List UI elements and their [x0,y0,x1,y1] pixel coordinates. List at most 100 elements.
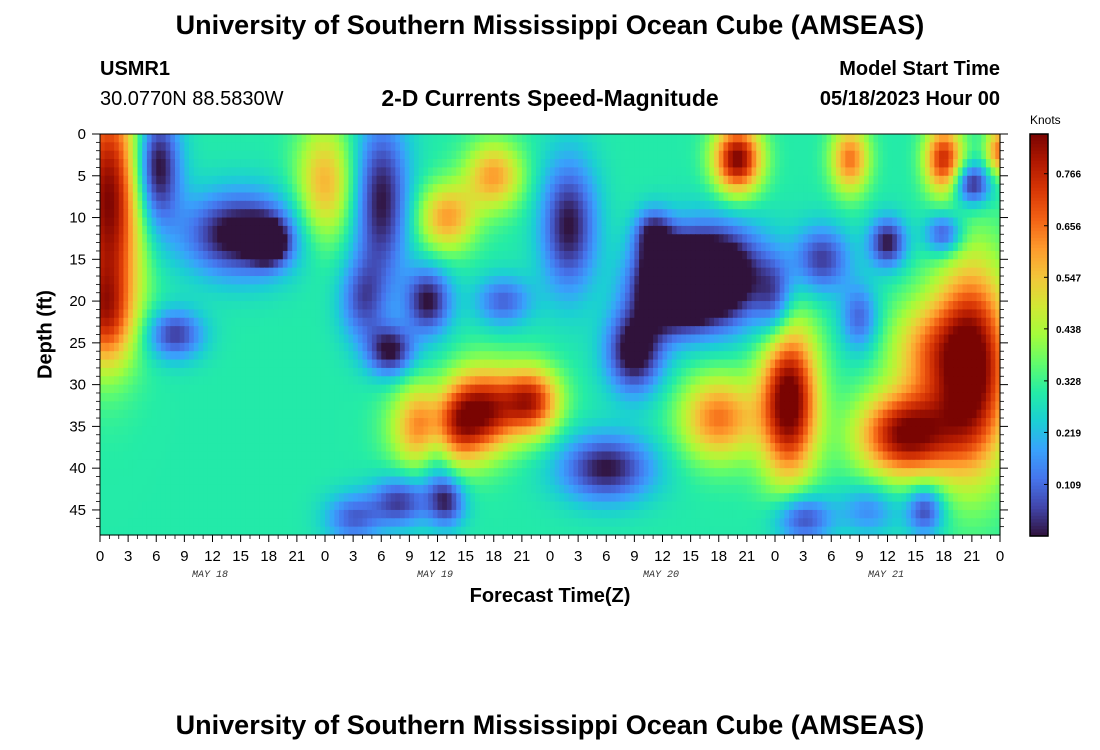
heatmap-cell [320,326,326,336]
heatmap-cell [334,142,340,152]
heatmap-cell [310,342,317,352]
heatmap-cell [559,209,565,219]
heatmap-cell [268,317,275,327]
heatmap-cell [118,342,125,352]
heatmap-cell [685,267,692,277]
heatmap-cell [498,276,504,285]
heatmap-cell [339,317,345,327]
heatmap-cell [535,326,542,336]
heatmap-cell [971,326,978,336]
heatmap-cell [545,150,551,160]
heatmap-cell [704,134,710,143]
heatmap-cell [165,284,171,294]
heatmap-cell [381,309,387,319]
heatmap-cell [521,242,528,252]
heatmap-cell [362,284,368,294]
heatmap-cell [625,284,631,294]
heatmap-cell [414,167,420,177]
heatmap-cell [193,200,200,210]
heatmap-cell [146,150,153,160]
heatmap-cell [268,309,275,319]
heatmap-cell [929,342,935,352]
heatmap-cell [892,184,898,194]
heatmap-cell [817,342,823,352]
heatmap-cell [189,175,195,185]
heatmap-cell [854,159,860,169]
heatmap-cell [737,342,743,352]
heatmap-cell [334,217,340,227]
heatmap-cell [606,276,612,285]
heatmap-cell [920,159,926,169]
heatmap-cell [521,167,528,177]
heatmap-cell [390,326,396,336]
heatmap-cell [751,317,757,327]
heatmap-cell [756,150,762,160]
heatmap-cell [685,175,692,185]
heatmap-cell [985,192,992,202]
heatmap-cell [114,142,120,152]
heatmap-cell [657,184,664,194]
heatmap-cell [840,326,846,336]
heatmap-cell [160,284,167,294]
heatmap-cell [526,284,532,294]
heatmap-cell [334,334,340,344]
heatmap-cell [662,142,668,152]
heatmap-cell [662,167,668,177]
heatmap-cell [512,276,518,285]
heatmap-cell [868,301,875,311]
heatmap-cell [775,192,781,202]
heatmap-cell [142,301,148,311]
heatmap-cell [460,209,467,219]
heatmap-cell [896,200,903,210]
heatmap-cell [128,150,134,160]
heatmap-cell [929,259,935,269]
heatmap-cell [203,234,209,244]
heatmap-cell [910,175,917,185]
heatmap-cell [212,334,218,344]
heatmap-cell [657,209,664,219]
heatmap-cell [250,167,256,177]
heatmap-cell [456,167,462,177]
heatmap-cell [990,225,996,235]
heatmap-cell [526,200,532,210]
heatmap-cell [850,209,856,219]
heatmap-cell [606,326,612,336]
heatmap-cell [231,142,237,152]
heatmap-cell [610,150,617,160]
heatmap-cell [967,267,973,277]
heatmap-cell [456,301,462,311]
heatmap-cell [798,334,804,344]
heatmap-cell [568,317,575,327]
heatmap-cell [718,134,725,143]
heatmap-cell [231,192,237,202]
heatmap-cell [882,301,889,311]
heatmap-cell [775,309,781,319]
heatmap-cell [920,242,926,252]
heatmap-cell [465,209,471,219]
heatmap-cell [789,217,795,227]
heatmap-cell [962,192,968,202]
heatmap-cell [296,134,303,143]
heatmap-cell [648,142,654,152]
heatmap-cell [784,142,790,152]
heatmap-cell [545,217,551,227]
heatmap-cell [268,159,275,169]
heatmap-cell [451,217,457,227]
heatmap-cell [217,259,223,269]
heatmap-cell [226,284,232,294]
heatmap-cell [146,234,153,244]
heatmap-cell [587,175,593,185]
heatmap-cell [123,192,129,202]
heatmap-cell [910,217,917,227]
heatmap-cell [793,292,800,302]
heatmap-cell [676,242,682,252]
heatmap-cell [662,259,668,269]
heatmap-cell [779,317,785,327]
heatmap-cell [203,317,209,327]
heatmap-cell [709,150,715,160]
heatmap-cell [418,175,425,185]
heatmap-cell [507,167,514,177]
heatmap-cell [128,175,134,185]
heatmap-cell [756,292,762,302]
heatmap-cell [835,209,842,219]
